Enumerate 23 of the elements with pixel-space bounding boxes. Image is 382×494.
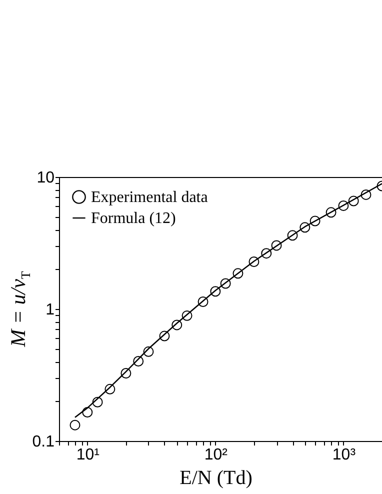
point bbox=[210, 286, 221, 297]
x-tick-label: 10² bbox=[204, 446, 228, 464]
point bbox=[271, 240, 282, 251]
x-axis-title: E/N (Td) bbox=[180, 466, 252, 490]
point bbox=[261, 248, 272, 259]
point bbox=[172, 320, 182, 330]
point bbox=[248, 256, 260, 267]
legend-label: Formula (12) bbox=[91, 210, 176, 227]
point bbox=[348, 196, 359, 206]
point bbox=[310, 216, 320, 226]
point bbox=[70, 420, 80, 430]
y-tick-label: 10 bbox=[36, 170, 55, 186]
point bbox=[133, 356, 144, 366]
y-tick-label: 0.1 bbox=[32, 434, 55, 450]
point bbox=[360, 189, 372, 200]
point bbox=[82, 407, 93, 418]
point bbox=[198, 296, 208, 307]
x-tick-label: 10³ bbox=[332, 446, 356, 464]
x-tick-label: 10¹ bbox=[76, 446, 100, 464]
legend-label: Experimental data bbox=[91, 189, 208, 206]
point bbox=[159, 330, 170, 342]
point bbox=[120, 368, 132, 378]
y-tick-label: 1 bbox=[46, 302, 55, 318]
